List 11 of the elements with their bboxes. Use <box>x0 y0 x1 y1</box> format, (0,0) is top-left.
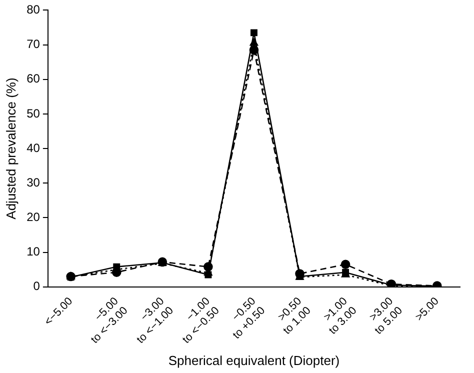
y-tick-label: 40 <box>26 140 40 155</box>
y-tick-label: 60 <box>26 72 40 86</box>
y-tick-label: 80 <box>26 2 40 17</box>
y-tick-label: 0 <box>33 279 40 294</box>
x-axis-title: Spherical equivalent (Diopter) <box>168 352 340 368</box>
y-tick-label: 20 <box>26 210 40 224</box>
y-axis-title: Adjusted prevalence (%) <box>3 78 18 220</box>
y-tick-label: 70 <box>26 37 40 52</box>
y-tick-label: 50 <box>26 106 40 120</box>
y-tick-label: 30 <box>26 175 40 190</box>
y-tick-label: 10 <box>26 244 40 259</box>
